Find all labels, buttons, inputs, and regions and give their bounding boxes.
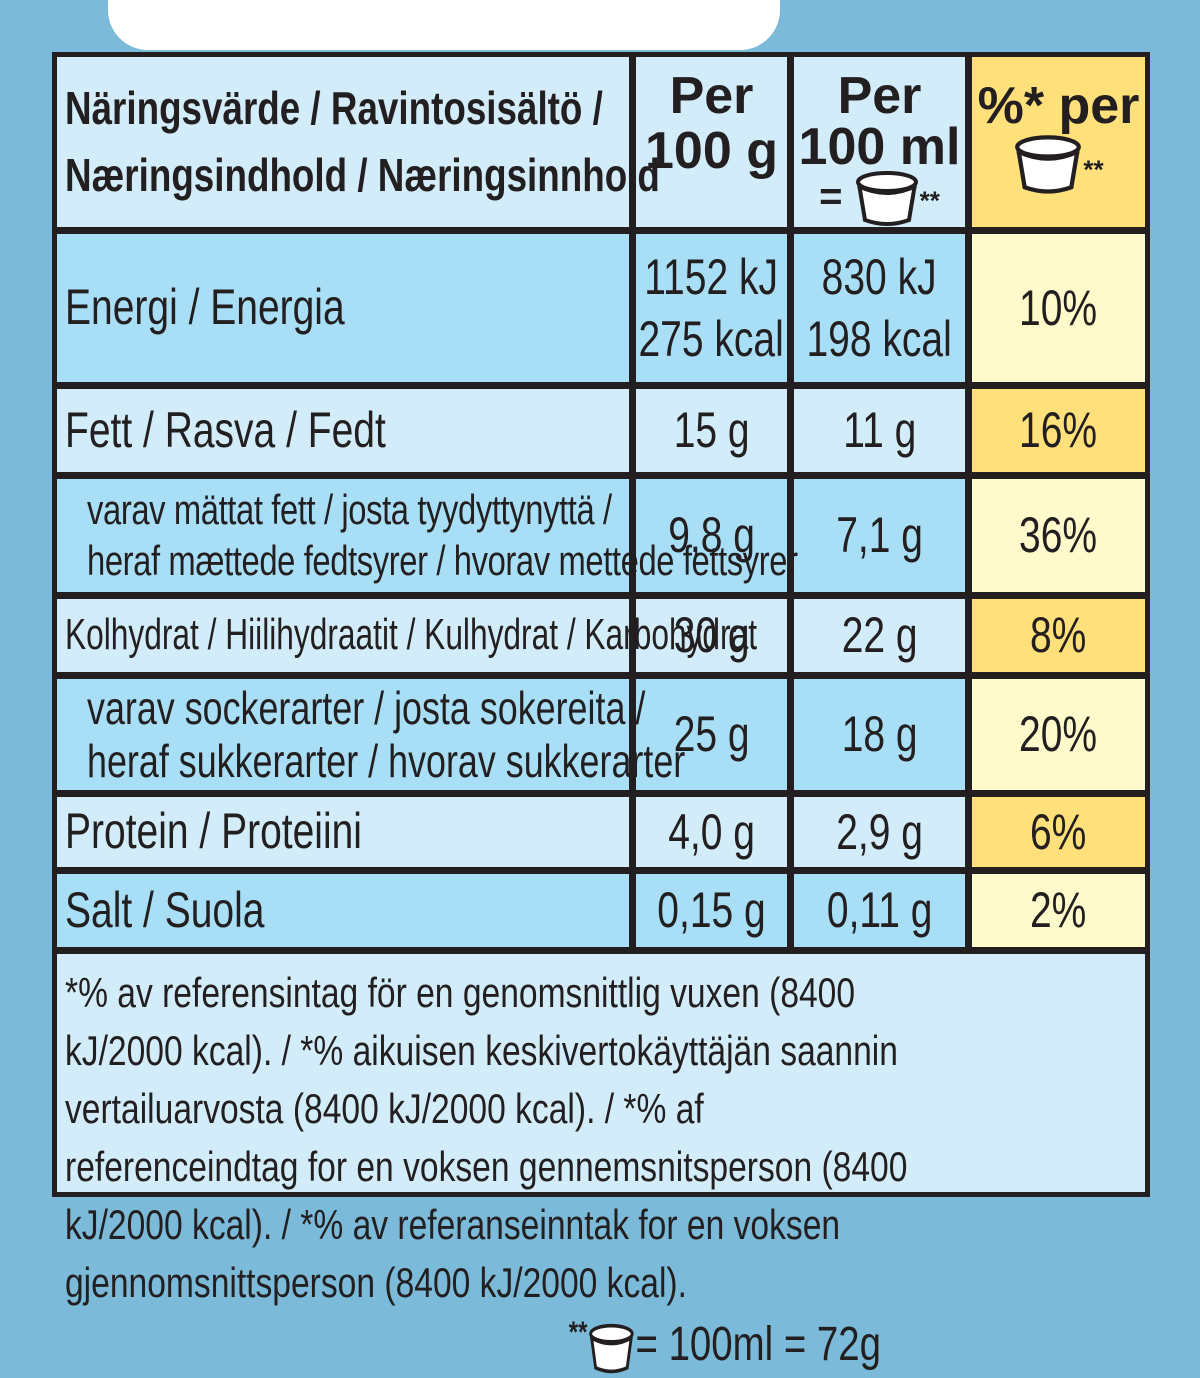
- fat-per-100g: 15 g: [636, 389, 787, 472]
- value: 4,0 g: [668, 803, 755, 860]
- label-text: Protein / Proteiini: [65, 803, 362, 860]
- value: 22 g: [841, 607, 918, 664]
- saturated-fat-per-100ml: 7,1 g: [794, 479, 965, 592]
- salt-percent: 2%: [972, 874, 1145, 947]
- footnote: *% av referensintag för en genomsnittlig…: [57, 954, 1145, 1373]
- carbohydrate-percent: 8%: [972, 599, 1145, 672]
- header-per-text: Per: [837, 67, 922, 125]
- row-label-saturated-fat: varav mättat fett / josta tyydyttynyttä …: [57, 479, 798, 592]
- footnote-text: *% av referensintag för en genomsnittlig…: [65, 969, 908, 1306]
- label-text: Salt / Suola: [65, 881, 265, 938]
- value-kj: 830 kJ: [822, 248, 937, 305]
- ice-cream-cup-icon: [1015, 134, 1082, 194]
- row-label-protein: Protein / Proteiini: [57, 797, 629, 867]
- label-text: varav sockerarter / josta sokereita /: [87, 681, 646, 734]
- sugars-per-100g: 25 g: [636, 679, 787, 790]
- protein-per-100ml: 2,9 g: [794, 797, 965, 867]
- stars-marker: **: [568, 1315, 588, 1349]
- value: 30 g: [673, 607, 750, 664]
- header-100ml-text: 100 ml: [798, 117, 961, 176]
- value-kcal: 198 kcal: [806, 311, 953, 367]
- value-percent: 20%: [1019, 706, 1098, 763]
- header-percent-per-cup: %* per **: [972, 57, 1145, 227]
- row-label-fat: Fett / Rasva / Fedt: [57, 389, 629, 472]
- row-label-sugars: varav sockerarter / josta sokereita / her…: [57, 679, 685, 790]
- label-text: Kolhydrat / Hiilihydraatit / Kulhydrat /…: [65, 610, 758, 660]
- ice-cream-cup-icon: [855, 171, 918, 227]
- stars-marker: **: [1083, 154, 1104, 185]
- row-label-salt: Salt / Suola: [57, 874, 629, 947]
- header-label-cell: Näringsvärde / Ravintosisältö / Næringsin…: [57, 57, 660, 227]
- fat-percent: 16%: [972, 389, 1145, 472]
- value: 25 g: [673, 706, 750, 763]
- row-label-energy: Energi / Energia: [57, 234, 629, 382]
- carbohydrate-per-100ml: 22 g: [794, 599, 965, 672]
- value-percent: 6%: [1030, 803, 1087, 860]
- header-cup-line: **: [1013, 134, 1104, 196]
- value-kj: 1152 kJ: [644, 248, 779, 305]
- header-per-100g: Per 100 g: [636, 57, 787, 227]
- energy-per-100ml: 830 kJ 198 kcal: [794, 234, 965, 382]
- header-label-line2: Næringsindhold / Næringsinnhold: [65, 149, 660, 201]
- value-percent: 16%: [1019, 402, 1098, 459]
- value-percent: 10%: [1019, 279, 1098, 336]
- saturated-fat-percent: 36%: [972, 479, 1145, 592]
- header-label-line1: Näringsvärde / Ravintosisältö /: [65, 82, 603, 135]
- fat-per-100ml: 11 g: [794, 389, 965, 472]
- equals-sign: =: [819, 174, 843, 219]
- sugars-percent: 20%: [972, 679, 1145, 790]
- ice-cream-cup-icon: [589, 1323, 634, 1373]
- value-kcal: 275 kcal: [638, 311, 785, 367]
- header-100g-text: 100 g: [645, 121, 778, 180]
- value: 11 g: [842, 402, 916, 459]
- energy-percent: 10%: [972, 234, 1145, 382]
- protein-per-100g: 4,0 g: [636, 797, 787, 867]
- header-per-100ml: Per 100 ml = **: [794, 57, 965, 227]
- value: 18 g: [841, 706, 918, 763]
- sugars-per-100ml: 18 g: [794, 679, 965, 790]
- serving-size-text: = 100ml = 72g: [635, 1317, 881, 1371]
- top-decoration: [108, 0, 780, 50]
- value: 0,11 g: [826, 882, 933, 939]
- value: 2,9 g: [836, 803, 923, 860]
- salt-per-100ml: 0,11 g: [794, 874, 965, 947]
- carbohydrate-per-100g: 30 g: [636, 599, 787, 672]
- label-text: heraf mættede fedtsyrer / hvorav mettede…: [87, 536, 798, 584]
- header-per-text: Per: [669, 67, 754, 125]
- label-text: varav mättat fett / josta tyydyttynyttä …: [87, 486, 612, 534]
- energy-per-100g: 1152 kJ 275 kcal: [636, 234, 787, 382]
- header-cup-line: = **: [819, 170, 940, 228]
- salt-per-100g: 0,15 g: [636, 874, 787, 947]
- header-percent-text: %* per: [977, 77, 1140, 135]
- value: 15 g: [673, 402, 750, 459]
- row-label-carbohydrate: Kolhydrat / Hiilihydraatit / Kulhydrat /…: [57, 599, 757, 672]
- label-text: Fett / Rasva / Fedt: [65, 401, 386, 458]
- value: 9,8 g: [668, 507, 755, 564]
- label-text: Energi / Energia: [65, 279, 345, 336]
- value: 0,15 g: [657, 882, 766, 939]
- stars-marker: **: [919, 185, 940, 216]
- nutrition-table: Näringsvärde / Ravintosisältö / Næringsin…: [52, 52, 1150, 1373]
- serving-note: ** = 100ml = 72g: [569, 1312, 881, 1378]
- value-percent: 36%: [1019, 507, 1098, 564]
- saturated-fat-per-100g: 9,8 g: [636, 479, 787, 592]
- value: 7,1 g: [836, 507, 923, 564]
- label-text: heraf sukkerarter / hvorav sukkerarter: [87, 734, 686, 787]
- protein-percent: 6%: [972, 797, 1145, 867]
- value-percent: 2%: [1030, 882, 1087, 939]
- value-percent: 8%: [1030, 607, 1087, 664]
